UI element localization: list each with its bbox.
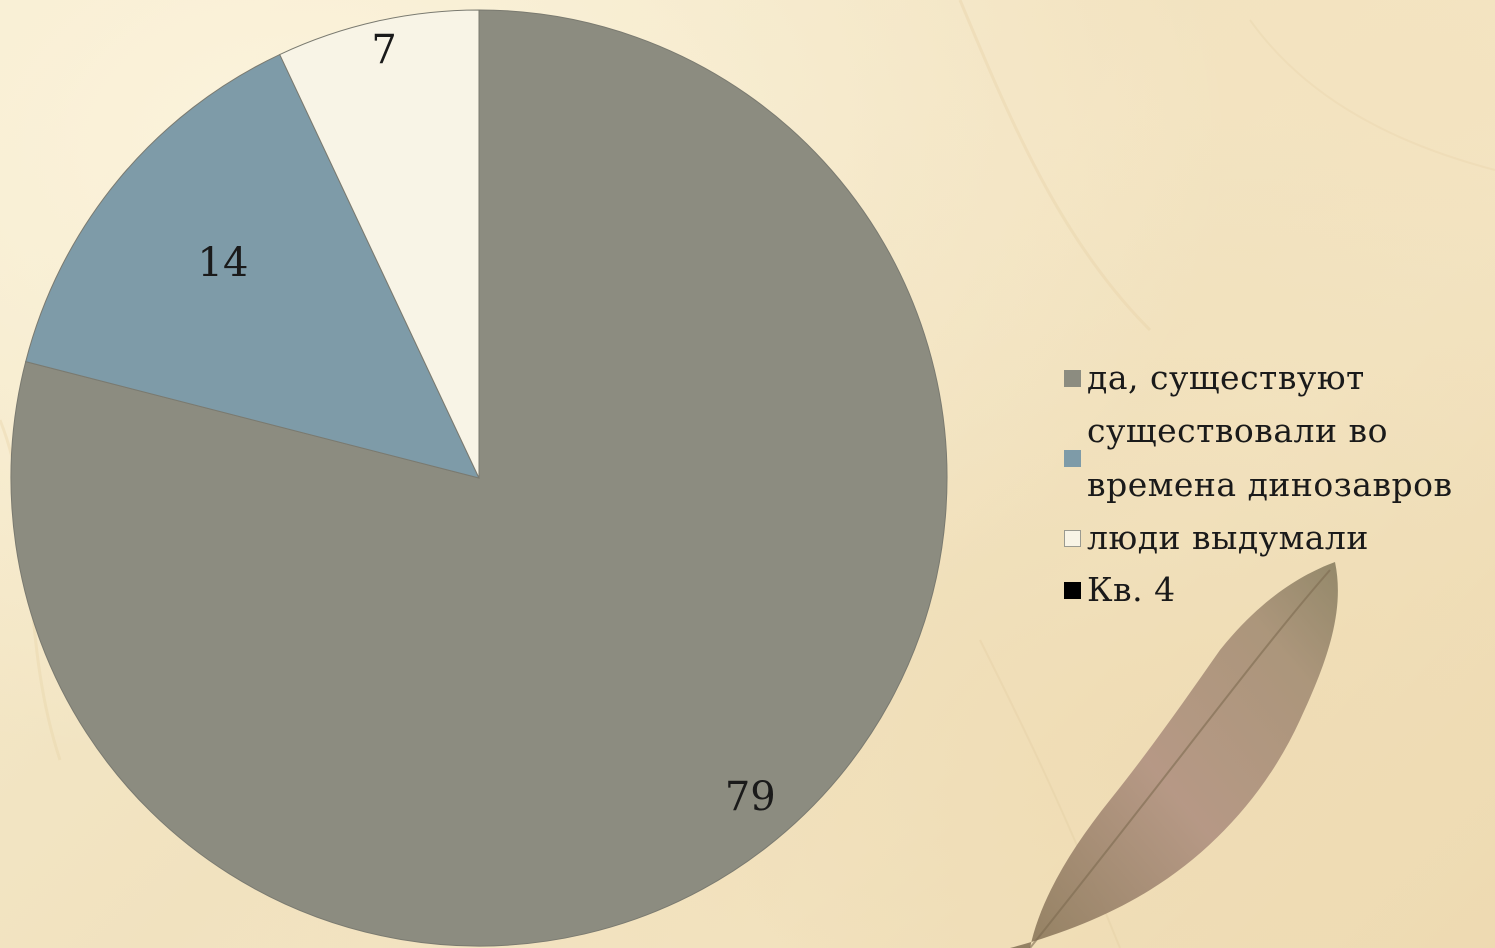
- pie-slices: [10, 9, 948, 947]
- data-label-3: 7: [371, 27, 396, 73]
- legend-swatch-4: [1064, 581, 1081, 599]
- data-label-1: 79: [725, 774, 776, 820]
- pie-slice-2: [25, 53, 480, 479]
- data-label-2: 14: [198, 240, 249, 286]
- legend-swatch-3: [1064, 529, 1081, 547]
- legend-swatch-1: [1064, 369, 1081, 387]
- legend-item-3: люди выдумали: [1064, 512, 1494, 564]
- leaf-vein: [1029, 569, 1331, 948]
- legend-item-1: да, существуют: [1064, 352, 1494, 404]
- legend-label-2: существовали во времена динозавров: [1087, 411, 1453, 504]
- pie-data-labels: 79 14 7: [198, 27, 776, 820]
- legend-item-2: существовали во времена динозавров: [1064, 404, 1494, 512]
- legend-label-1: да, существуют: [1087, 358, 1365, 397]
- legend-label-3: люди выдумали: [1087, 518, 1369, 557]
- legend-label-4: Кв. 4: [1087, 570, 1176, 609]
- legend-swatch-2: [1064, 449, 1081, 467]
- legend-item-4: Кв. 4: [1064, 564, 1494, 616]
- chart-legend: да, существуют существовали во времена ди…: [1064, 352, 1494, 616]
- pie-slice-3: [279, 9, 480, 479]
